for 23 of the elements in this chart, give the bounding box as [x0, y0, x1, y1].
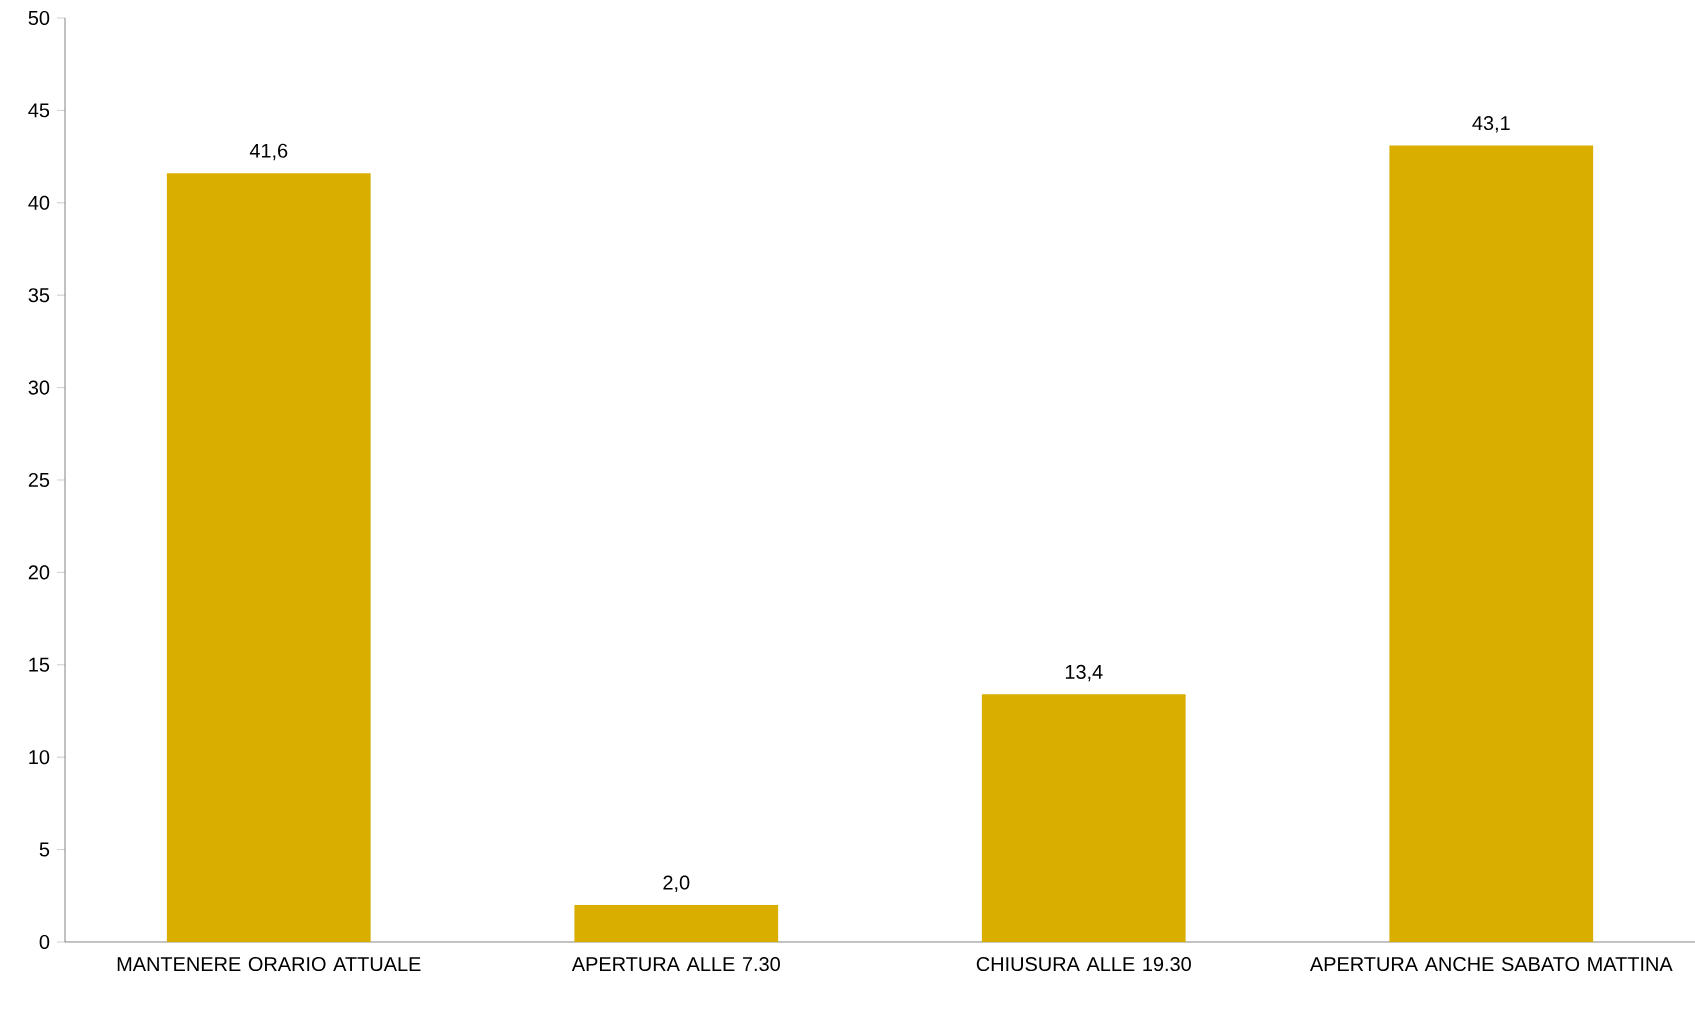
y-tick-label: 25	[28, 472, 50, 488]
bar	[1389, 145, 1594, 942]
y-tick-label: 40	[28, 195, 50, 210]
data-label: 13,4	[1065, 664, 1103, 682]
y-tick-label: 0	[39, 934, 50, 950]
y-tick-label: 20	[28, 565, 50, 580]
bar	[574, 905, 779, 942]
y-tick-label: 10	[29, 750, 50, 765]
x-tick-label: APERTURA ANCHE SABATO MATTINA	[1309, 957, 1673, 972]
y-tick-label: 50	[28, 10, 50, 26]
x-tick-label: CHIUSURA ALLE 19.30	[976, 957, 1191, 972]
y-tick-label: 15	[29, 657, 50, 672]
data-label: 41,6	[249, 143, 288, 161]
y-tick-label: 35	[28, 288, 50, 303]
y-tick-label: 5	[39, 842, 50, 857]
bar	[981, 694, 1186, 942]
data-label: 43,1	[1472, 115, 1510, 133]
x-tick-label: MANTENERE ORARIO ATTUALE	[117, 957, 421, 972]
y-tick-label: 45	[28, 103, 50, 118]
y-tick-label: 30	[28, 380, 50, 395]
x-tick-label: APERTURA ALLE 7.30	[571, 957, 780, 972]
bar	[166, 173, 371, 942]
data-label: 2,0	[663, 875, 690, 892]
